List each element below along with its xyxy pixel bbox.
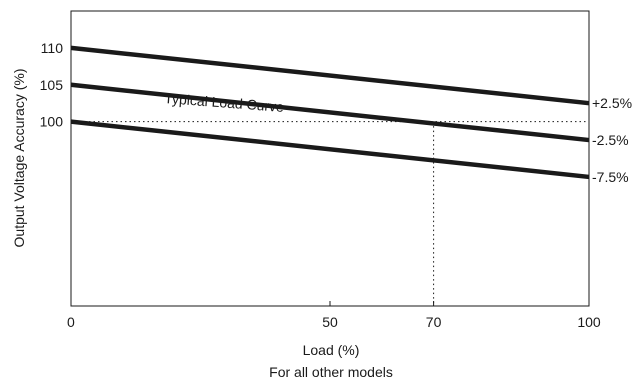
load-curve-annotation: Typical Load Curve — [164, 90, 285, 115]
series-label-3: -7.5% — [592, 169, 629, 185]
series-labels: +2.5% -2.5% -7.5% — [592, 95, 632, 185]
series-label-2: -2.5% — [592, 132, 629, 148]
series-line-1 — [70, 45, 590, 106]
y-tick-label-110: 110 — [41, 40, 64, 56]
reference-lines — [71, 121, 589, 306]
y-tick-label-105: 105 — [40, 77, 64, 93]
chart-caption: For all other models — [269, 364, 393, 380]
x-axis-title: Load (%) — [303, 342, 360, 358]
y-tick-label-100: 100 — [40, 114, 64, 130]
x-tick-label-50: 50 — [322, 314, 338, 330]
series-line-2 — [70, 82, 590, 143]
y-axis-title: Output Voltage Accuracy (%) — [11, 69, 27, 248]
tick-marks — [71, 47, 435, 306]
tick-labels: 0 50 70 100 100 105 110 — [40, 40, 601, 330]
series-line-3 — [70, 119, 590, 180]
series-label-1: +2.5% — [592, 95, 632, 111]
x-tick-label-70: 70 — [426, 314, 442, 330]
x-tick-label-100: 100 — [577, 314, 601, 330]
x-tick-label-0: 0 — [67, 314, 75, 330]
series-lines — [70, 45, 590, 180]
